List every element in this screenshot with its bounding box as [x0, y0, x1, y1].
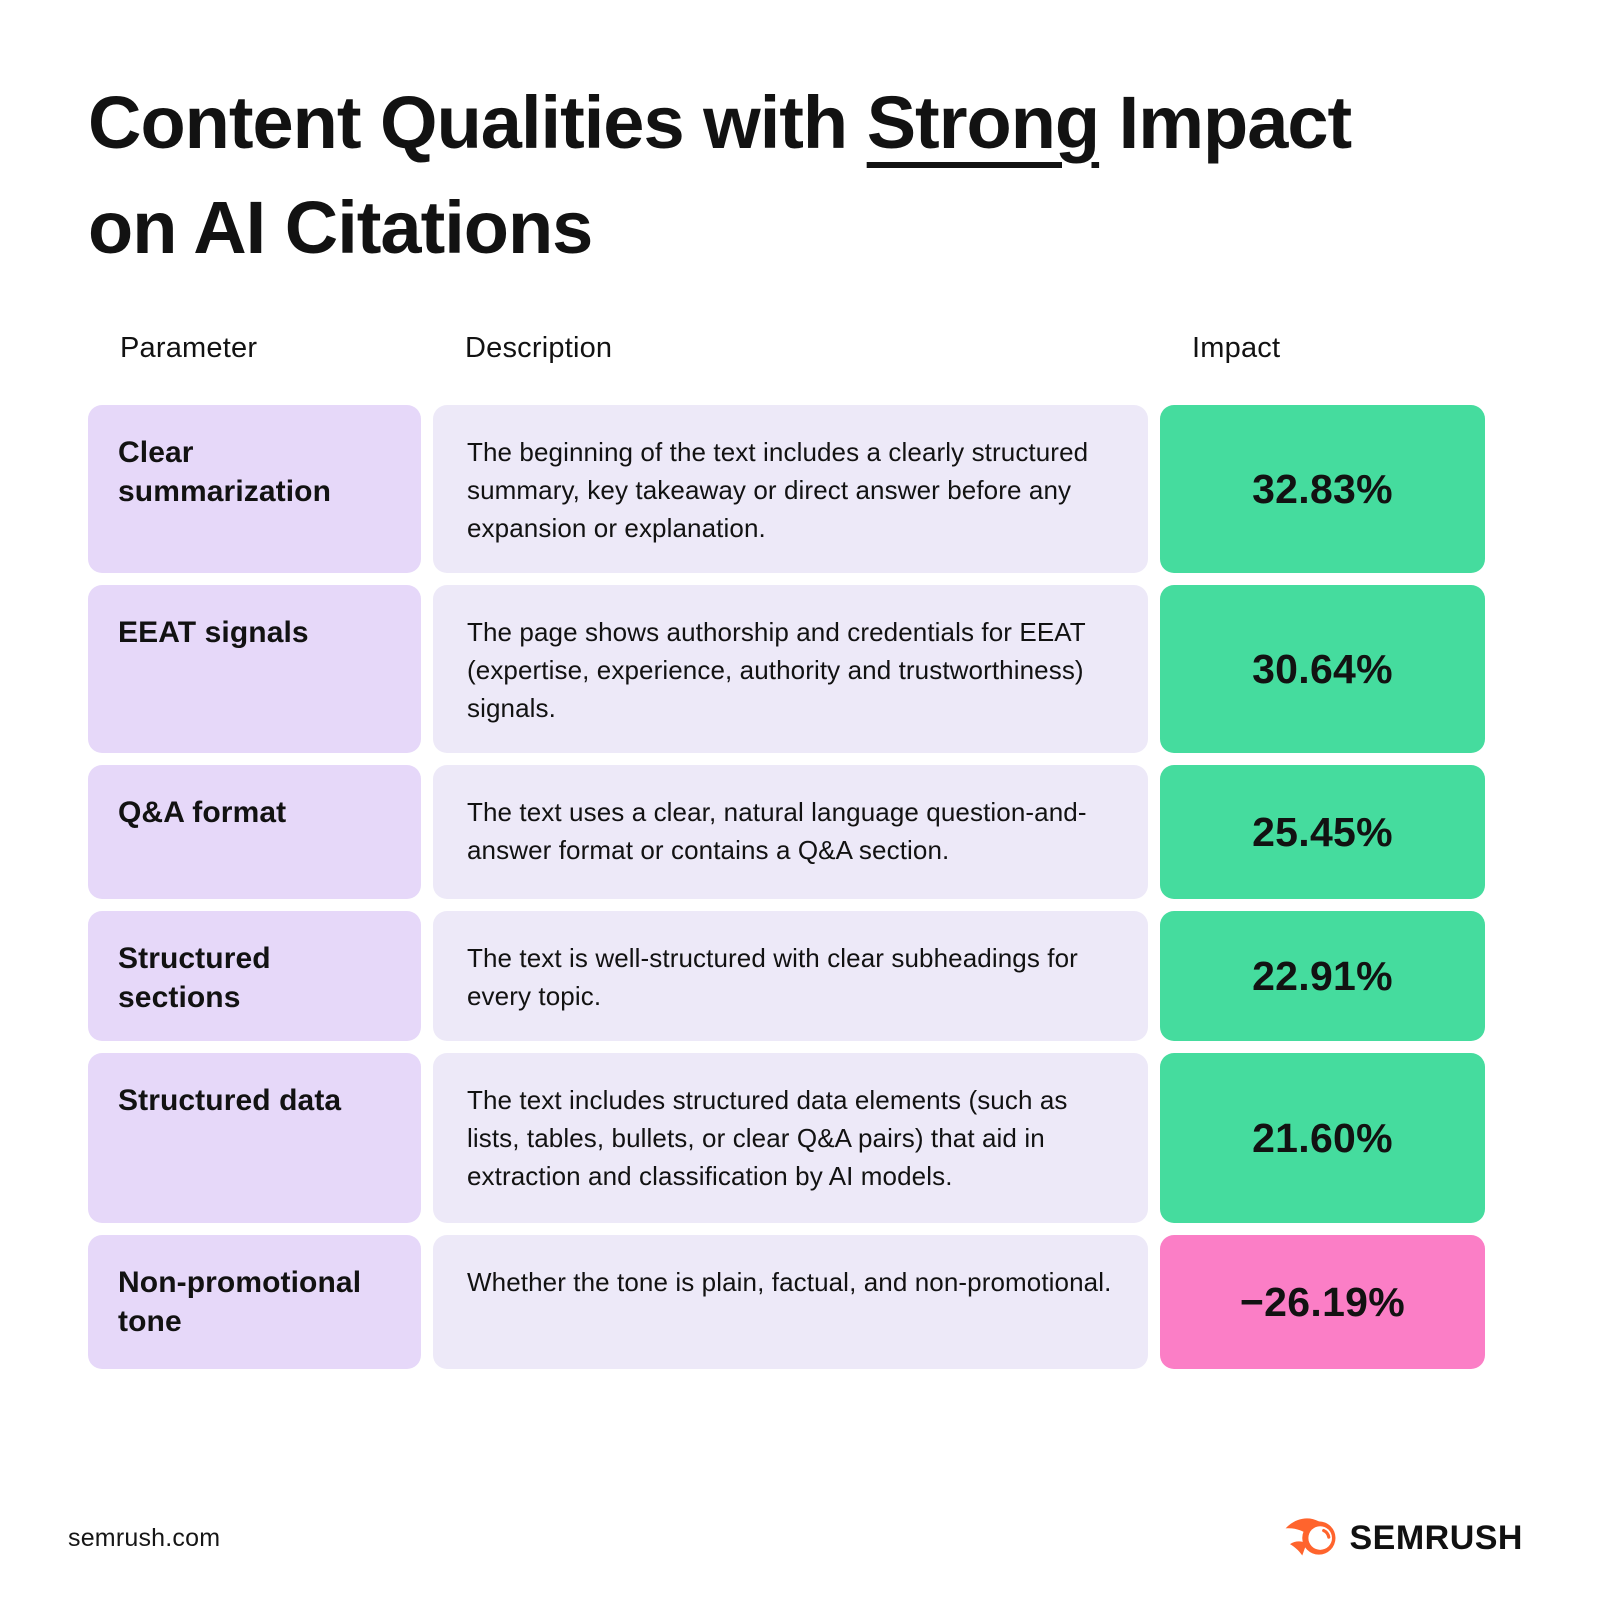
table-row: Structured sections The text is well-str… — [88, 911, 1485, 1041]
parameter-cell: Structured data — [88, 1053, 421, 1223]
description-cell: The page shows authorship and credential… — [433, 585, 1148, 753]
description-cell: The text uses a clear, natural language … — [433, 765, 1148, 899]
table-row: Structured data The text includes struct… — [88, 1053, 1485, 1223]
title-line2: on AI Citations — [88, 186, 593, 269]
column-header-parameter: Parameter — [120, 332, 258, 364]
table-row: EEAT signals The page shows authorship a… — [88, 585, 1485, 753]
parameter-cell: Q&A format — [88, 765, 421, 899]
semrush-logo-text: SEMRUSH — [1349, 1518, 1523, 1557]
impact-value-cell: 25.45% — [1160, 765, 1485, 899]
impact-value-cell: 32.83% — [1160, 405, 1485, 573]
description-cell: The text includes structured data elemen… — [433, 1053, 1148, 1223]
impact-value-cell: 30.64% — [1160, 585, 1485, 753]
website-url: semrush.com — [68, 1523, 221, 1552]
impact-table: Parameter Description Impact Clear summa… — [88, 332, 1485, 1369]
impact-value-cell: 21.60% — [1160, 1053, 1485, 1223]
footer: semrush.com SEMRUSH — [0, 1497, 1600, 1607]
semrush-comet-icon — [1286, 1518, 1336, 1556]
table-row: Non-promotional tone Whether the tone is… — [88, 1235, 1485, 1369]
impact-value-cell: 22.91% — [1160, 911, 1485, 1041]
description-cell: The text is well-structured with clear s… — [433, 911, 1148, 1041]
impact-value-cell: −26.19% — [1160, 1235, 1485, 1369]
page-title: Content Qualities with Strong Impact on A… — [88, 70, 1388, 280]
title-underlined-word: Strong — [866, 81, 1100, 164]
description-cell: The beginning of the text includes a cle… — [433, 405, 1148, 573]
parameter-cell: Structured sections — [88, 911, 421, 1041]
table-row: Clear summarization The beginning of the… — [88, 405, 1485, 573]
column-header-description: Description — [465, 332, 613, 364]
column-header-impact: Impact — [1192, 332, 1281, 364]
parameter-cell: Clear summarization — [88, 405, 421, 573]
table-header-row: Parameter Description Impact — [88, 332, 1485, 365]
description-cell: Whether the tone is plain, factual, and … — [433, 1235, 1148, 1369]
title-text-pre: Content Qualities with — [88, 81, 867, 164]
parameter-cell: EEAT signals — [88, 585, 421, 753]
table-row: Q&A format The text uses a clear, natura… — [88, 765, 1485, 899]
title-text-post: Impact — [1099, 81, 1353, 164]
parameter-cell: Non-promotional tone — [88, 1235, 421, 1369]
semrush-logo: SEMRUSH — [1283, 1513, 1523, 1563]
